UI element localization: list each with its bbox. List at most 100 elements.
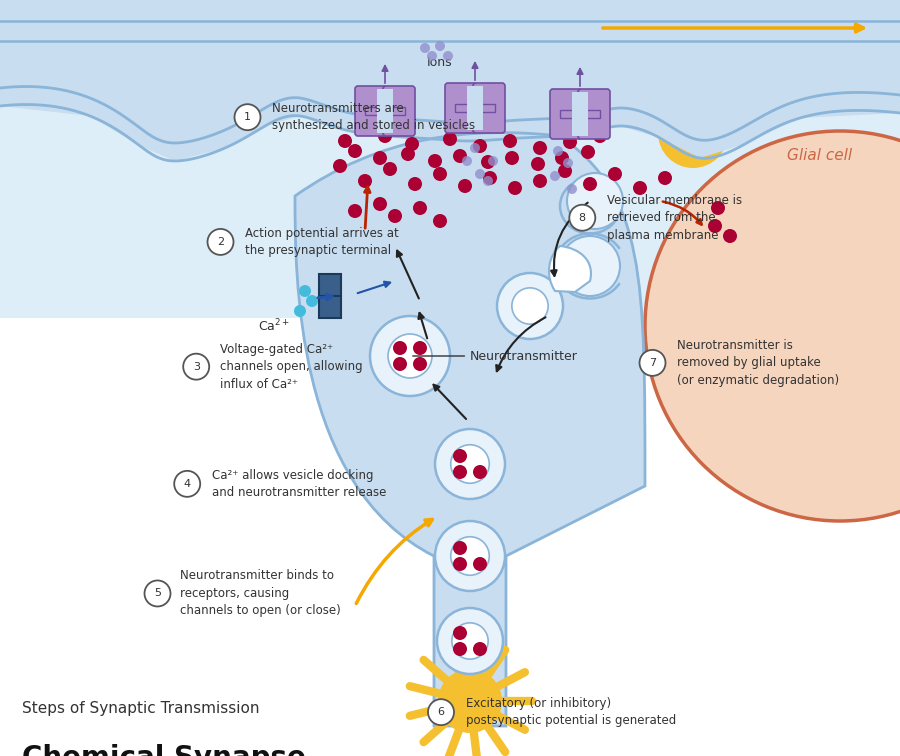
Circle shape: [437, 608, 503, 674]
Text: Voltage-gated Ca²⁺
channels open, allowing
influx of Ca²⁺: Voltage-gated Ca²⁺ channels open, allowi…: [220, 342, 363, 391]
Circle shape: [581, 145, 595, 159]
Bar: [0, 318, 900, 756]
FancyBboxPatch shape: [355, 86, 387, 136]
Circle shape: [723, 229, 737, 243]
Circle shape: [473, 465, 487, 479]
Circle shape: [555, 151, 569, 165]
Circle shape: [645, 131, 900, 521]
Text: 3: 3: [193, 361, 200, 372]
Circle shape: [373, 151, 387, 165]
Text: Excitatory (or inhibitory)
postsynaptic potential is generated: Excitatory (or inhibitory) postsynaptic …: [466, 697, 677, 727]
Bar: [560, 110, 600, 118]
Circle shape: [497, 273, 563, 339]
Text: Chemical Synapse: Chemical Synapse: [22, 744, 306, 756]
Bar: [455, 104, 495, 112]
Circle shape: [563, 158, 573, 168]
Circle shape: [658, 171, 672, 185]
Circle shape: [453, 626, 467, 640]
Circle shape: [401, 147, 415, 161]
FancyBboxPatch shape: [550, 89, 582, 139]
Circle shape: [567, 173, 623, 229]
Circle shape: [508, 181, 522, 195]
Circle shape: [453, 465, 467, 479]
Circle shape: [299, 285, 311, 297]
Circle shape: [383, 162, 397, 176]
Circle shape: [408, 177, 422, 191]
Circle shape: [453, 642, 467, 656]
Circle shape: [488, 156, 498, 166]
Circle shape: [435, 521, 505, 591]
Bar: [365, 107, 405, 115]
Circle shape: [553, 146, 563, 156]
Text: 2: 2: [217, 237, 224, 247]
Text: 6: 6: [437, 707, 445, 717]
Circle shape: [453, 149, 467, 163]
Text: Steps of Synaptic Transmission: Steps of Synaptic Transmission: [22, 701, 259, 716]
Circle shape: [413, 357, 427, 371]
Circle shape: [475, 169, 485, 179]
FancyBboxPatch shape: [578, 89, 610, 139]
Circle shape: [433, 167, 447, 181]
PathPatch shape: [549, 246, 591, 292]
Circle shape: [393, 357, 407, 371]
Text: Glial cell: Glial cell: [788, 148, 852, 163]
Circle shape: [145, 581, 170, 606]
Circle shape: [451, 445, 490, 483]
Circle shape: [443, 132, 457, 146]
Circle shape: [470, 143, 480, 153]
Bar: [572, 92, 588, 136]
Circle shape: [348, 144, 362, 158]
Circle shape: [593, 129, 607, 143]
Circle shape: [558, 164, 572, 178]
Circle shape: [658, 98, 728, 168]
Circle shape: [708, 219, 722, 233]
Text: Neurotransmitters are
synthesized and stored in vesicles: Neurotransmitters are synthesized and st…: [272, 102, 475, 132]
Text: Action potential arrives at
the presynaptic terminal: Action potential arrives at the presynap…: [245, 227, 399, 257]
Circle shape: [435, 41, 445, 51]
Circle shape: [481, 155, 495, 169]
Circle shape: [633, 181, 647, 195]
Text: Ca$^{2+}$: Ca$^{2+}$: [257, 318, 290, 334]
Circle shape: [208, 229, 233, 255]
Circle shape: [473, 139, 487, 153]
Circle shape: [306, 295, 318, 307]
Circle shape: [473, 557, 487, 571]
Circle shape: [458, 179, 472, 193]
Text: 7: 7: [649, 358, 656, 368]
Circle shape: [433, 214, 447, 228]
Circle shape: [452, 623, 488, 659]
Text: Ions: Ions: [428, 56, 453, 69]
FancyBboxPatch shape: [383, 86, 415, 136]
Circle shape: [533, 174, 547, 188]
Bar: [0, 0, 900, 56]
Text: Neurotransmitter: Neurotransmitter: [413, 349, 578, 362]
Circle shape: [453, 449, 467, 463]
Circle shape: [640, 350, 665, 376]
Circle shape: [184, 354, 209, 380]
Text: Neurotransmitter binds to
receptors, causing
channels to open (or close): Neurotransmitter binds to receptors, cau…: [180, 569, 341, 618]
Circle shape: [453, 541, 467, 555]
Circle shape: [503, 134, 517, 148]
Circle shape: [473, 642, 487, 656]
Circle shape: [567, 184, 577, 194]
Circle shape: [512, 288, 548, 324]
Polygon shape: [0, 0, 900, 161]
Circle shape: [348, 204, 362, 218]
Text: 4: 4: [184, 479, 191, 489]
Text: Vesicular membrane is
retrieved from the
plasma membrane: Vesicular membrane is retrieved from the…: [607, 194, 742, 242]
Circle shape: [550, 171, 560, 181]
Circle shape: [175, 471, 200, 497]
Circle shape: [438, 669, 502, 733]
Circle shape: [235, 104, 260, 130]
Circle shape: [533, 141, 547, 155]
Circle shape: [560, 236, 620, 296]
Bar: [0, 0, 900, 318]
Circle shape: [427, 51, 437, 61]
Text: 8: 8: [579, 212, 586, 223]
Bar: [467, 86, 483, 130]
Circle shape: [608, 167, 622, 181]
Circle shape: [388, 334, 432, 378]
Circle shape: [570, 205, 595, 231]
Circle shape: [393, 341, 407, 355]
Circle shape: [531, 157, 545, 171]
